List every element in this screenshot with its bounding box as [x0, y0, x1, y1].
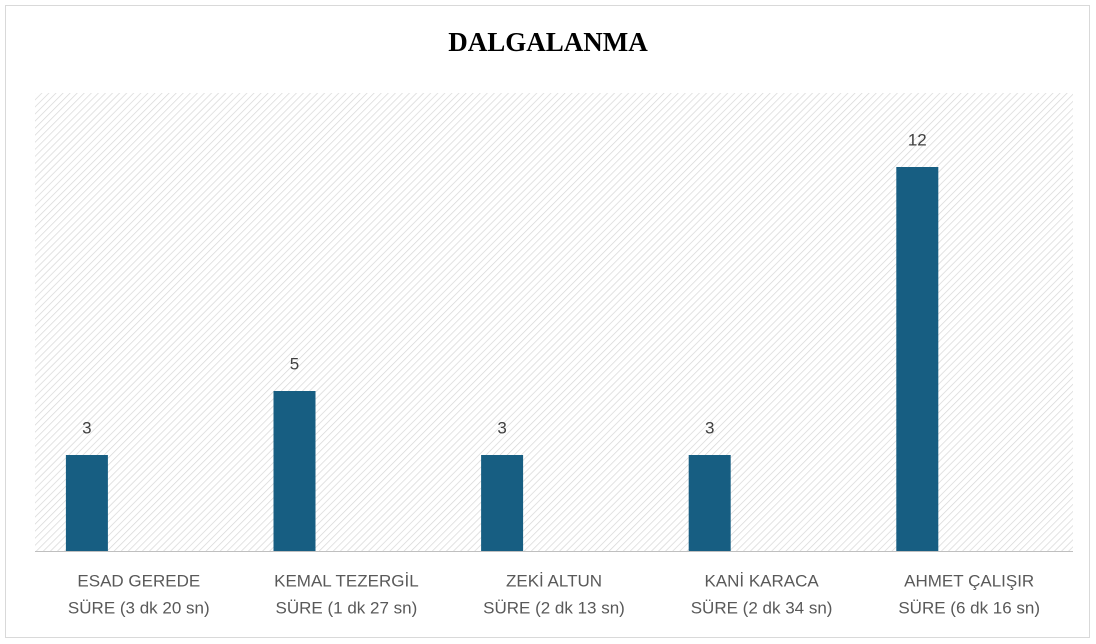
- x-tick-label: KANİ KARACA: [704, 571, 819, 590]
- x-tick-label: SÜRE (3 dk 20 sn): [68, 598, 210, 617]
- chart-title: DALGALANMA: [448, 27, 648, 57]
- x-tick-label: ZEKİ ALTUN: [506, 571, 602, 590]
- x-tick-label: SÜRE (6 dk 16 sn): [898, 598, 1040, 617]
- x-tick-label: SÜRE (1 dk 27 sn): [276, 598, 418, 617]
- x-tick-label: KEMAL TEZERGİL: [274, 571, 419, 590]
- bar: [273, 391, 316, 551]
- bar: [688, 455, 731, 551]
- x-tick-label: ESAD GEREDE: [77, 571, 200, 590]
- bar: [896, 167, 939, 551]
- bar: [481, 455, 524, 551]
- data-label: 12: [908, 130, 927, 149]
- data-label: 3: [497, 418, 506, 437]
- x-tick-label: SÜRE (2 dk 13 sn): [483, 598, 625, 617]
- bar: [65, 455, 108, 551]
- x-tick-label: AHMET ÇALIŞIR: [904, 571, 1034, 590]
- data-label: 3: [705, 418, 714, 437]
- x-tick-label: SÜRE (2 dk 34 sn): [691, 598, 833, 617]
- data-label: 3: [82, 418, 91, 437]
- data-label: 5: [290, 354, 299, 373]
